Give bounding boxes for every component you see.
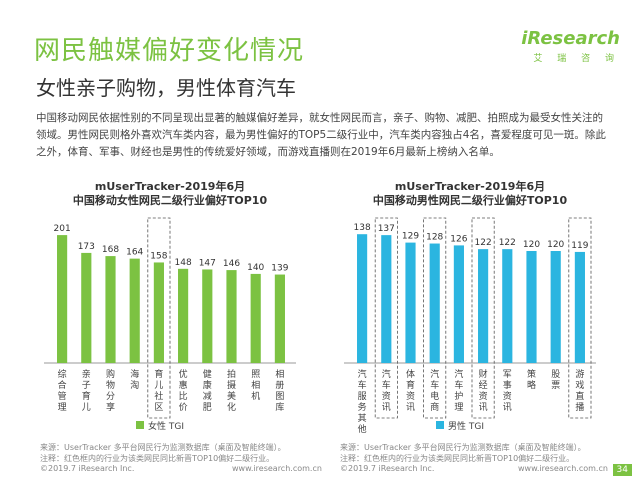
bar-value-label: 137 [378, 224, 395, 234]
new-entry-highlight-box [568, 217, 592, 419]
source-right: 来源：UserTracker 多平台网民行为监测数据库（桌面及智能终端）。 [340, 443, 586, 452]
category-label: 汽车资讯 [382, 368, 391, 413]
category-label: 财经资讯 [479, 368, 488, 413]
category-label: 汽车服务其他 [358, 368, 367, 435]
bar-value-label: 168 [102, 245, 119, 255]
chart-title-line1: mUserTracker-2019年6月 [95, 179, 245, 193]
bar-value-label: 122 [475, 238, 492, 248]
bar-value-label: 128 [426, 233, 443, 243]
category-label: 综合管理 [58, 368, 67, 413]
bar-value-label: 147 [199, 258, 216, 268]
bar-8 [250, 273, 261, 363]
source-note-right: 来源：UserTracker 多平台网民行为监测数据库（桌面及智能终端）。 注释… [340, 442, 586, 464]
page-subtitle: 女性亲子购物，男性体育汽车 [36, 76, 296, 100]
url-left: www.iresearch.com.cn [232, 464, 322, 473]
url-right: www.iresearch.com.cn [518, 464, 608, 473]
category-label: 游戏直播 [575, 368, 584, 413]
bar-value-label: 139 [271, 264, 288, 274]
intro-paragraph: 中国移动网民依据性别的不同呈现出显著的触媒偏好差异，就女性网民而言，亲子、购物、… [36, 112, 606, 158]
bar-value-label: 164 [126, 248, 143, 258]
category-label: 优惠比价 [179, 368, 188, 413]
bar-7 [226, 270, 237, 363]
brand-name: iResearch [521, 28, 620, 49]
category-label: 军事资讯 [503, 369, 512, 413]
category-label: 汽车护理 [454, 368, 463, 413]
legend-swatch [136, 421, 144, 429]
bar-4 [153, 262, 164, 363]
category-label: 亲子育儿 [82, 368, 91, 413]
category-label: 海淘 [130, 368, 139, 391]
legend-label: 男性 TGI [448, 420, 484, 432]
bar-value-label: 140 [247, 263, 264, 273]
category-label: 照相机 [251, 369, 260, 402]
category-label: 股票 [551, 369, 560, 391]
new-entry-highlight-box [423, 217, 447, 419]
bar-value-label: 148 [175, 258, 192, 268]
bar-6 [202, 269, 213, 363]
legend-label: 女性 TGI [148, 420, 184, 432]
category-label: 相册图库 [275, 368, 284, 413]
bar-8 [550, 251, 561, 363]
category-label: 购物分享 [106, 368, 115, 413]
copyright-right: ©2019.7 iResearch Inc. [340, 464, 435, 473]
new-entry-highlight-box [147, 217, 171, 419]
bar-5 [178, 268, 189, 363]
category-label: 育儿社区 [154, 368, 163, 413]
bar-value-label: 120 [547, 240, 564, 250]
bar-value-label: 158 [150, 251, 167, 261]
brand-name-cn: 艾 瑞 咨 询 [533, 54, 620, 64]
bar-value-label: 119 [571, 241, 588, 251]
bar-2 [105, 256, 116, 363]
female-preference-chart: mUserTracker-2019年6月 中国移动女性网民二级行业偏好TOP10 2… [30, 178, 310, 438]
source-left: 来源：UserTracker 多平台网民行为监测数据库（桌面及智能终端）。 [40, 443, 286, 452]
male-preference-chart: mUserTracker-2019年6月 中国移动男性网民二级行业偏好TOP10 1… [330, 178, 610, 438]
chart-title-line2: 中国移动女性网民二级行业偏好TOP10 [73, 193, 268, 207]
category-label: 策略 [527, 368, 536, 391]
bar-6 [502, 249, 513, 363]
bar-value-label: 129 [402, 232, 419, 242]
bar-3 [429, 243, 440, 363]
bar-5 [478, 249, 489, 363]
category-label: 健康减肥 [203, 368, 212, 413]
note-right: 注释：红色框内的行业为该类网民同比新晋TOP10偏好二级行业。 [340, 454, 575, 463]
category-label: 汽车电商 [430, 368, 439, 413]
bar-0 [57, 235, 68, 363]
iresearch-logo: iResearch 艾 瑞 咨 询 [521, 28, 620, 64]
bar-9 [574, 251, 585, 363]
chart-title-line2: 中国移动男性网民二级行业偏好TOP10 [373, 193, 568, 207]
chart-title-line1: mUserTracker-2019年6月 [395, 179, 545, 193]
new-entry-highlight-box [374, 217, 398, 419]
category-label: 体育资讯 [406, 368, 415, 413]
new-entry-highlight-box [471, 217, 495, 419]
bar-1 [81, 252, 92, 363]
category-label: 拍摄美化 [227, 368, 236, 413]
legend-swatch [436, 421, 444, 429]
copyright-left: ©2019.7 iResearch Inc. [40, 464, 135, 473]
bar-value-label: 126 [450, 234, 467, 244]
page-number: 34 [612, 464, 632, 476]
bar-value-label: 122 [499, 238, 516, 248]
bar-value-label: 120 [523, 240, 540, 250]
page-title: 网民触媒偏好变化情况 [34, 36, 305, 66]
bar-1 [381, 235, 392, 363]
bar-2 [405, 242, 416, 363]
bar-7 [526, 251, 537, 363]
bar-3 [129, 258, 140, 363]
bar-4 [453, 245, 464, 363]
source-note-left: 来源：UserTracker 多平台网民行为监测数据库（桌面及智能终端）。 注释… [40, 442, 286, 464]
bar-value-label: 138 [354, 223, 371, 233]
note-left: 注释：红色框内的行业为该类网民同比新晋TOP10偏好二级行业。 [40, 454, 275, 463]
bar-value-label: 173 [78, 242, 95, 252]
bar-value-label: 146 [223, 259, 240, 269]
bar-value-label: 201 [54, 224, 71, 234]
bar-9 [274, 274, 285, 363]
bar-0 [357, 234, 368, 363]
